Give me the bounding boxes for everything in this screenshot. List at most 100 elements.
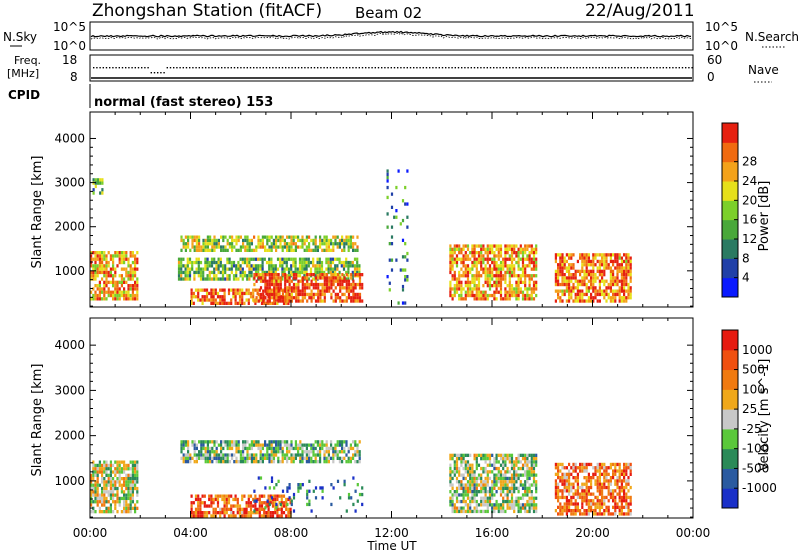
echo-cell bbox=[202, 274, 205, 278]
echo-cell bbox=[285, 504, 288, 508]
echo-cell bbox=[129, 254, 132, 258]
echo-cell bbox=[620, 485, 623, 490]
echo-cell bbox=[530, 287, 533, 291]
echo-cell bbox=[290, 440, 293, 444]
echo-cell bbox=[345, 443, 348, 447]
echo-cell bbox=[530, 277, 533, 281]
echo-cell bbox=[258, 497, 261, 502]
echo-cell bbox=[572, 299, 575, 303]
freq-point bbox=[573, 67, 575, 69]
echo-cell bbox=[109, 270, 112, 275]
echo-cell bbox=[341, 242, 344, 246]
echo-cell bbox=[257, 446, 260, 451]
echo-cell bbox=[583, 469, 586, 473]
echo-cell bbox=[576, 505, 579, 509]
echo-cell bbox=[598, 462, 601, 467]
echo-cell bbox=[237, 260, 240, 265]
echo-cell bbox=[296, 267, 299, 271]
echo-cell bbox=[274, 267, 277, 271]
echo-cell bbox=[561, 253, 564, 257]
echo-cell bbox=[271, 301, 275, 305]
echo-cell bbox=[618, 263, 621, 267]
echo-cell bbox=[336, 257, 339, 261]
echo-cell bbox=[605, 469, 608, 473]
echo-cell bbox=[535, 490, 538, 494]
echo-cell bbox=[524, 284, 527, 288]
freq-point bbox=[544, 67, 546, 69]
echo-cell bbox=[329, 257, 332, 261]
echo-cell bbox=[116, 264, 119, 268]
freq-point bbox=[617, 67, 620, 69]
echo-cell bbox=[305, 264, 308, 268]
echo-cell bbox=[204, 456, 207, 460]
echo-cell bbox=[134, 477, 137, 481]
echo-cell bbox=[510, 480, 514, 484]
echo-cell bbox=[261, 270, 264, 275]
echo-cell bbox=[136, 260, 139, 265]
echo-cell bbox=[504, 486, 507, 490]
echo-cell bbox=[107, 251, 110, 255]
echo-cell bbox=[241, 511, 244, 515]
echo-cell bbox=[116, 470, 119, 474]
echo-cell bbox=[255, 245, 258, 249]
echo-cell bbox=[473, 287, 476, 291]
echo-cell bbox=[620, 289, 623, 293]
echo-cell bbox=[112, 486, 115, 491]
echo-cell bbox=[332, 456, 335, 460]
echo-cell bbox=[458, 480, 461, 484]
echo-cell bbox=[587, 299, 590, 303]
echo-cell bbox=[336, 276, 340, 280]
echo-cell bbox=[241, 291, 244, 296]
echo-cell bbox=[361, 282, 364, 287]
echo-cell bbox=[279, 279, 282, 283]
echo-cell bbox=[477, 254, 481, 258]
echo-cell bbox=[618, 495, 621, 500]
echo-cell bbox=[96, 284, 99, 288]
echo-cell bbox=[90, 270, 93, 275]
echo-cell bbox=[350, 496, 353, 500]
echo-cell bbox=[292, 242, 295, 246]
echo-cell bbox=[336, 443, 339, 447]
freq-point bbox=[659, 67, 661, 69]
echo-cell bbox=[354, 242, 357, 246]
freq-point bbox=[243, 67, 245, 69]
echo-cell bbox=[92, 510, 95, 514]
echo-cell bbox=[343, 456, 346, 460]
echo-cell bbox=[109, 496, 112, 501]
echo-cell bbox=[275, 286, 278, 290]
echo-cell bbox=[358, 460, 361, 464]
echo-cell bbox=[587, 492, 590, 496]
echo-cell bbox=[211, 242, 214, 246]
echo-cell bbox=[495, 473, 498, 477]
echo-cell bbox=[495, 480, 498, 484]
echo-cell bbox=[347, 235, 350, 239]
echo-cell bbox=[528, 251, 531, 255]
echo-cell bbox=[247, 298, 250, 302]
echo-cell bbox=[347, 277, 350, 281]
colorbar-segment bbox=[722, 277, 738, 298]
echo-cell bbox=[554, 259, 557, 264]
echo-cell bbox=[568, 273, 571, 277]
echo-cell bbox=[274, 270, 277, 275]
echo-cell bbox=[579, 289, 582, 293]
echo-cell bbox=[109, 254, 112, 258]
echo-cell bbox=[451, 496, 454, 500]
echo-cell bbox=[603, 512, 606, 516]
echo-cell bbox=[612, 499, 615, 503]
echo-cell bbox=[253, 489, 256, 493]
echo-cell bbox=[565, 485, 568, 490]
echo-cell bbox=[261, 245, 264, 249]
echo-cell bbox=[563, 266, 566, 270]
echo-cell bbox=[598, 289, 601, 293]
echo-cell bbox=[287, 270, 291, 275]
freq-point bbox=[323, 67, 325, 69]
echo-cell bbox=[118, 473, 121, 477]
echo-cell bbox=[334, 299, 337, 303]
echo-cell bbox=[224, 248, 227, 252]
echo-cell bbox=[554, 509, 557, 513]
echo-cell bbox=[351, 277, 354, 281]
freq-point bbox=[483, 67, 485, 69]
echo-cell bbox=[480, 490, 483, 494]
echo-cell bbox=[614, 276, 617, 280]
echo-cell bbox=[323, 282, 326, 287]
